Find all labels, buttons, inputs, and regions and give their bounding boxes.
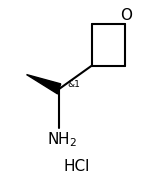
Text: O: O [120, 8, 132, 23]
Text: HCl: HCl [64, 159, 90, 174]
Polygon shape [26, 75, 61, 94]
Text: &1: &1 [67, 80, 80, 89]
Text: NH$_2$: NH$_2$ [47, 130, 77, 149]
